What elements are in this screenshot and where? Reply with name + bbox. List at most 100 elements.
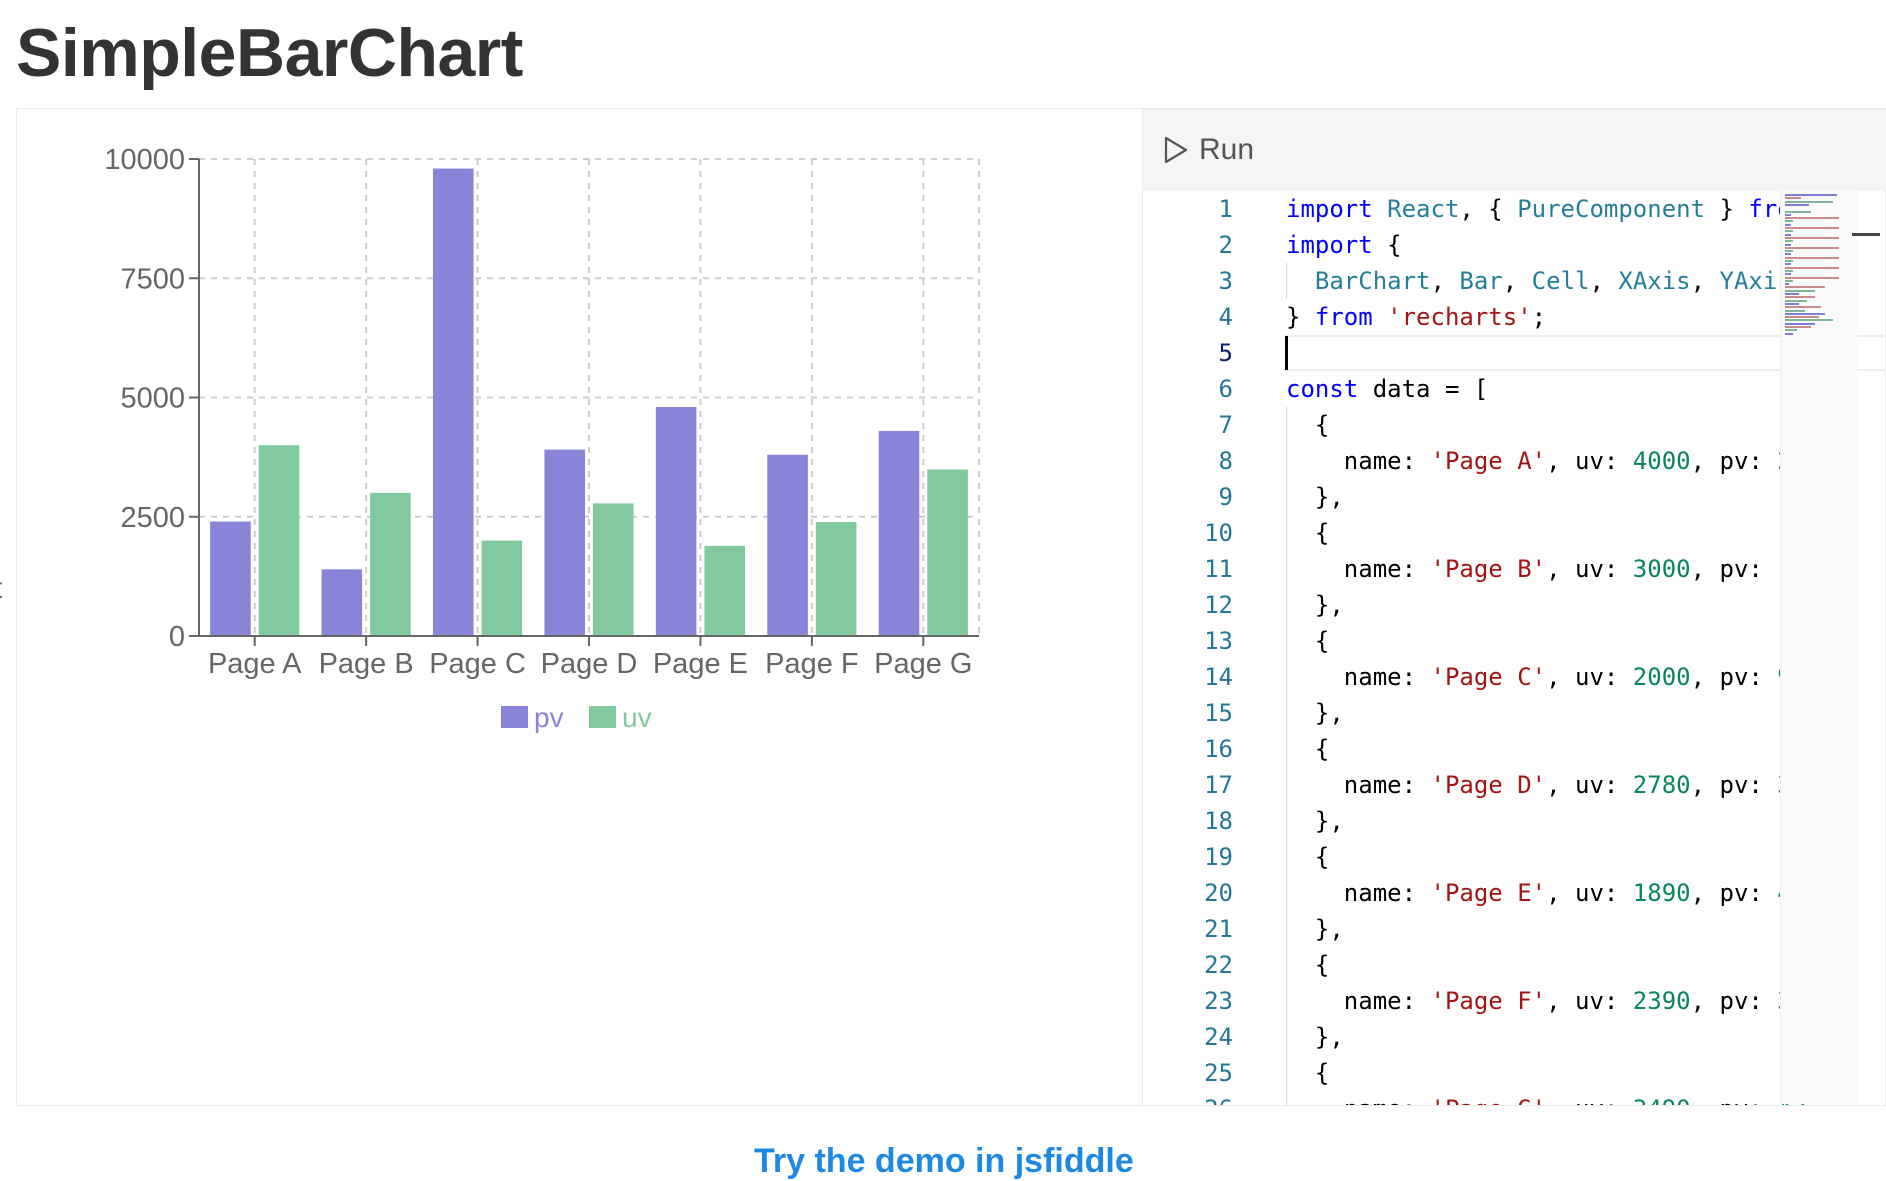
minimap-line: [1785, 319, 1833, 322]
legend-swatch-uv: [589, 706, 616, 728]
code-text: },: [1286, 591, 1344, 619]
line-number: 22: [1204, 951, 1233, 979]
code-text: name: 'Page E', uv: 1890, pv: 48: [1286, 879, 1806, 907]
code-line: 20 name: 'Page E', uv: 1890, pv: 48: [1143, 875, 1886, 911]
line-number: 21: [1204, 915, 1233, 943]
minimap-line: [1785, 227, 1839, 229]
code-line: 12 },: [1143, 587, 1886, 623]
code-text: {: [1286, 627, 1330, 655]
bar-uv-page-b: [370, 492, 411, 636]
code-line: 5: [1143, 335, 1886, 371]
code-text: {: [1286, 1059, 1330, 1087]
code-text: name: 'Page G', uv: 3490, pv: 43: [1286, 1091, 1806, 1105]
minimap-line: [1785, 197, 1801, 200]
bar-uv-page-g: [927, 469, 968, 636]
line-number: 17: [1204, 771, 1233, 799]
line-number: 20: [1204, 879, 1233, 907]
code-line: 7 {: [1143, 407, 1886, 443]
line-number: 4: [1218, 303, 1233, 331]
legend-swatch-pv: [501, 706, 528, 728]
code-text: {: [1286, 519, 1330, 547]
code-text: name: 'Page A', uv: 4000, pv: 24: [1286, 447, 1806, 475]
y-tick-label: 7500: [120, 263, 185, 295]
text-cursor: [1285, 336, 1288, 370]
minimap-line: [1785, 194, 1837, 196]
code-text: },: [1286, 483, 1344, 511]
minimap-line: [1785, 210, 1811, 213]
minimap-line: [1785, 260, 1793, 262]
code-minimap[interactable]: [1780, 190, 1857, 1104]
x-tick-label: Page G: [874, 648, 972, 680]
minimap-line: [1785, 316, 1819, 319]
bar-pv-page-a: [210, 521, 251, 636]
minimap-line: [1785, 293, 1799, 295]
minimap-line: [1785, 273, 1791, 276]
x-tick-label: Page D: [541, 648, 638, 680]
y-tick-label: 5000: [120, 383, 185, 415]
legend-item-pv: pv: [501, 702, 564, 733]
code-line: 10 {: [1143, 515, 1886, 551]
line-number: 11: [1204, 555, 1233, 583]
bar-uv-page-f: [815, 521, 857, 636]
code-line: 3 BarChart, Bar, Cell, XAxis, YAxis: [1143, 263, 1886, 299]
code-line: 15 },: [1143, 695, 1886, 731]
bar-pv-page-c: [433, 168, 474, 636]
bar-pv-page-f: [767, 454, 808, 636]
minimap-line: [1785, 217, 1839, 220]
line-number: 24: [1204, 1023, 1233, 1051]
minimap-line: [1785, 299, 1807, 302]
code-text: } from 'recharts';: [1286, 303, 1547, 331]
code-line: 19 {: [1143, 839, 1886, 875]
minimap-line: [1785, 276, 1839, 279]
code-editor[interactable]: 1 import React, { PureComponent } from 2 im…: [1143, 191, 1886, 1105]
code-text: const data = [: [1286, 375, 1489, 403]
x-tick-label: Page A: [208, 648, 302, 680]
minimap-line: [1785, 283, 1789, 286]
minimap-line: [1785, 236, 1839, 239]
code-line: 2 import {: [1143, 227, 1886, 263]
code-text: name: 'Page D', uv: 2780, pv: 39: [1286, 771, 1806, 799]
code-text: {: [1286, 951, 1330, 979]
line-number: 8: [1218, 447, 1233, 475]
code-line: 26 name: 'Page G', uv: 3490, pv: 43: [1143, 1091, 1886, 1105]
demo-workspace: 0 2500 5000 7500 10000 Page A Page B Page C Page…: [16, 108, 1886, 1106]
jsfiddle-link[interactable]: Try the demo in jsfiddle: [754, 1142, 1134, 1180]
line-number: 5: [1218, 339, 1233, 367]
indent-guide: [1286, 407, 1287, 1105]
y-tick-label: 2500: [120, 502, 185, 534]
minimap-line: [1785, 263, 1791, 266]
x-tick-label: Page C: [429, 648, 526, 680]
scrollbar-indicator[interactable]: [1852, 233, 1880, 236]
bar-pv-page-e: [655, 407, 697, 636]
bar-pv-page-b: [321, 569, 363, 636]
code-text: name: 'Page B', uv: 3000, pv: 13: [1286, 555, 1806, 583]
minimap-line: [1785, 220, 1793, 223]
code-text: },: [1286, 807, 1344, 835]
minimap-line: [1785, 233, 1791, 236]
code-line: 8 name: 'Page A', uv: 4000, pv: 24: [1143, 443, 1886, 479]
minimap-line: [1785, 256, 1839, 259]
bar-uv-page-e: [704, 545, 745, 636]
line-number: 13: [1204, 627, 1233, 655]
line-number: 18: [1204, 807, 1233, 835]
bar-chart: 0 2500 5000 7500 10000 Page A Page B Page C Page…: [104, 144, 980, 733]
minimap-line: [1785, 329, 1797, 332]
bar-uv-page-c: [481, 540, 523, 636]
minimap-line: [1785, 312, 1825, 315]
code-text: import React, { PureComponent } from: [1286, 195, 1807, 223]
minimap-line: [1785, 213, 1791, 216]
cut-off-label: t: [0, 572, 2, 606]
code-line: 1 import React, { PureComponent } from: [1143, 191, 1886, 227]
minimap-line: [1785, 279, 1793, 282]
code-line: 11 name: 'Page B', uv: 3000, pv: 13: [1143, 551, 1886, 587]
code-text: },: [1286, 699, 1344, 727]
bar-pv-page-g: [878, 430, 920, 636]
code-text: {: [1286, 843, 1330, 871]
minimap-line: [1785, 266, 1839, 269]
run-button[interactable]: Run: [1163, 133, 1254, 167]
minimap-line: [1785, 243, 1791, 246]
minimap-line: [1785, 309, 1805, 312]
y-tick-label: 10000: [104, 144, 185, 176]
code-line: 18 },: [1143, 803, 1886, 839]
line-number: 3: [1218, 267, 1233, 295]
